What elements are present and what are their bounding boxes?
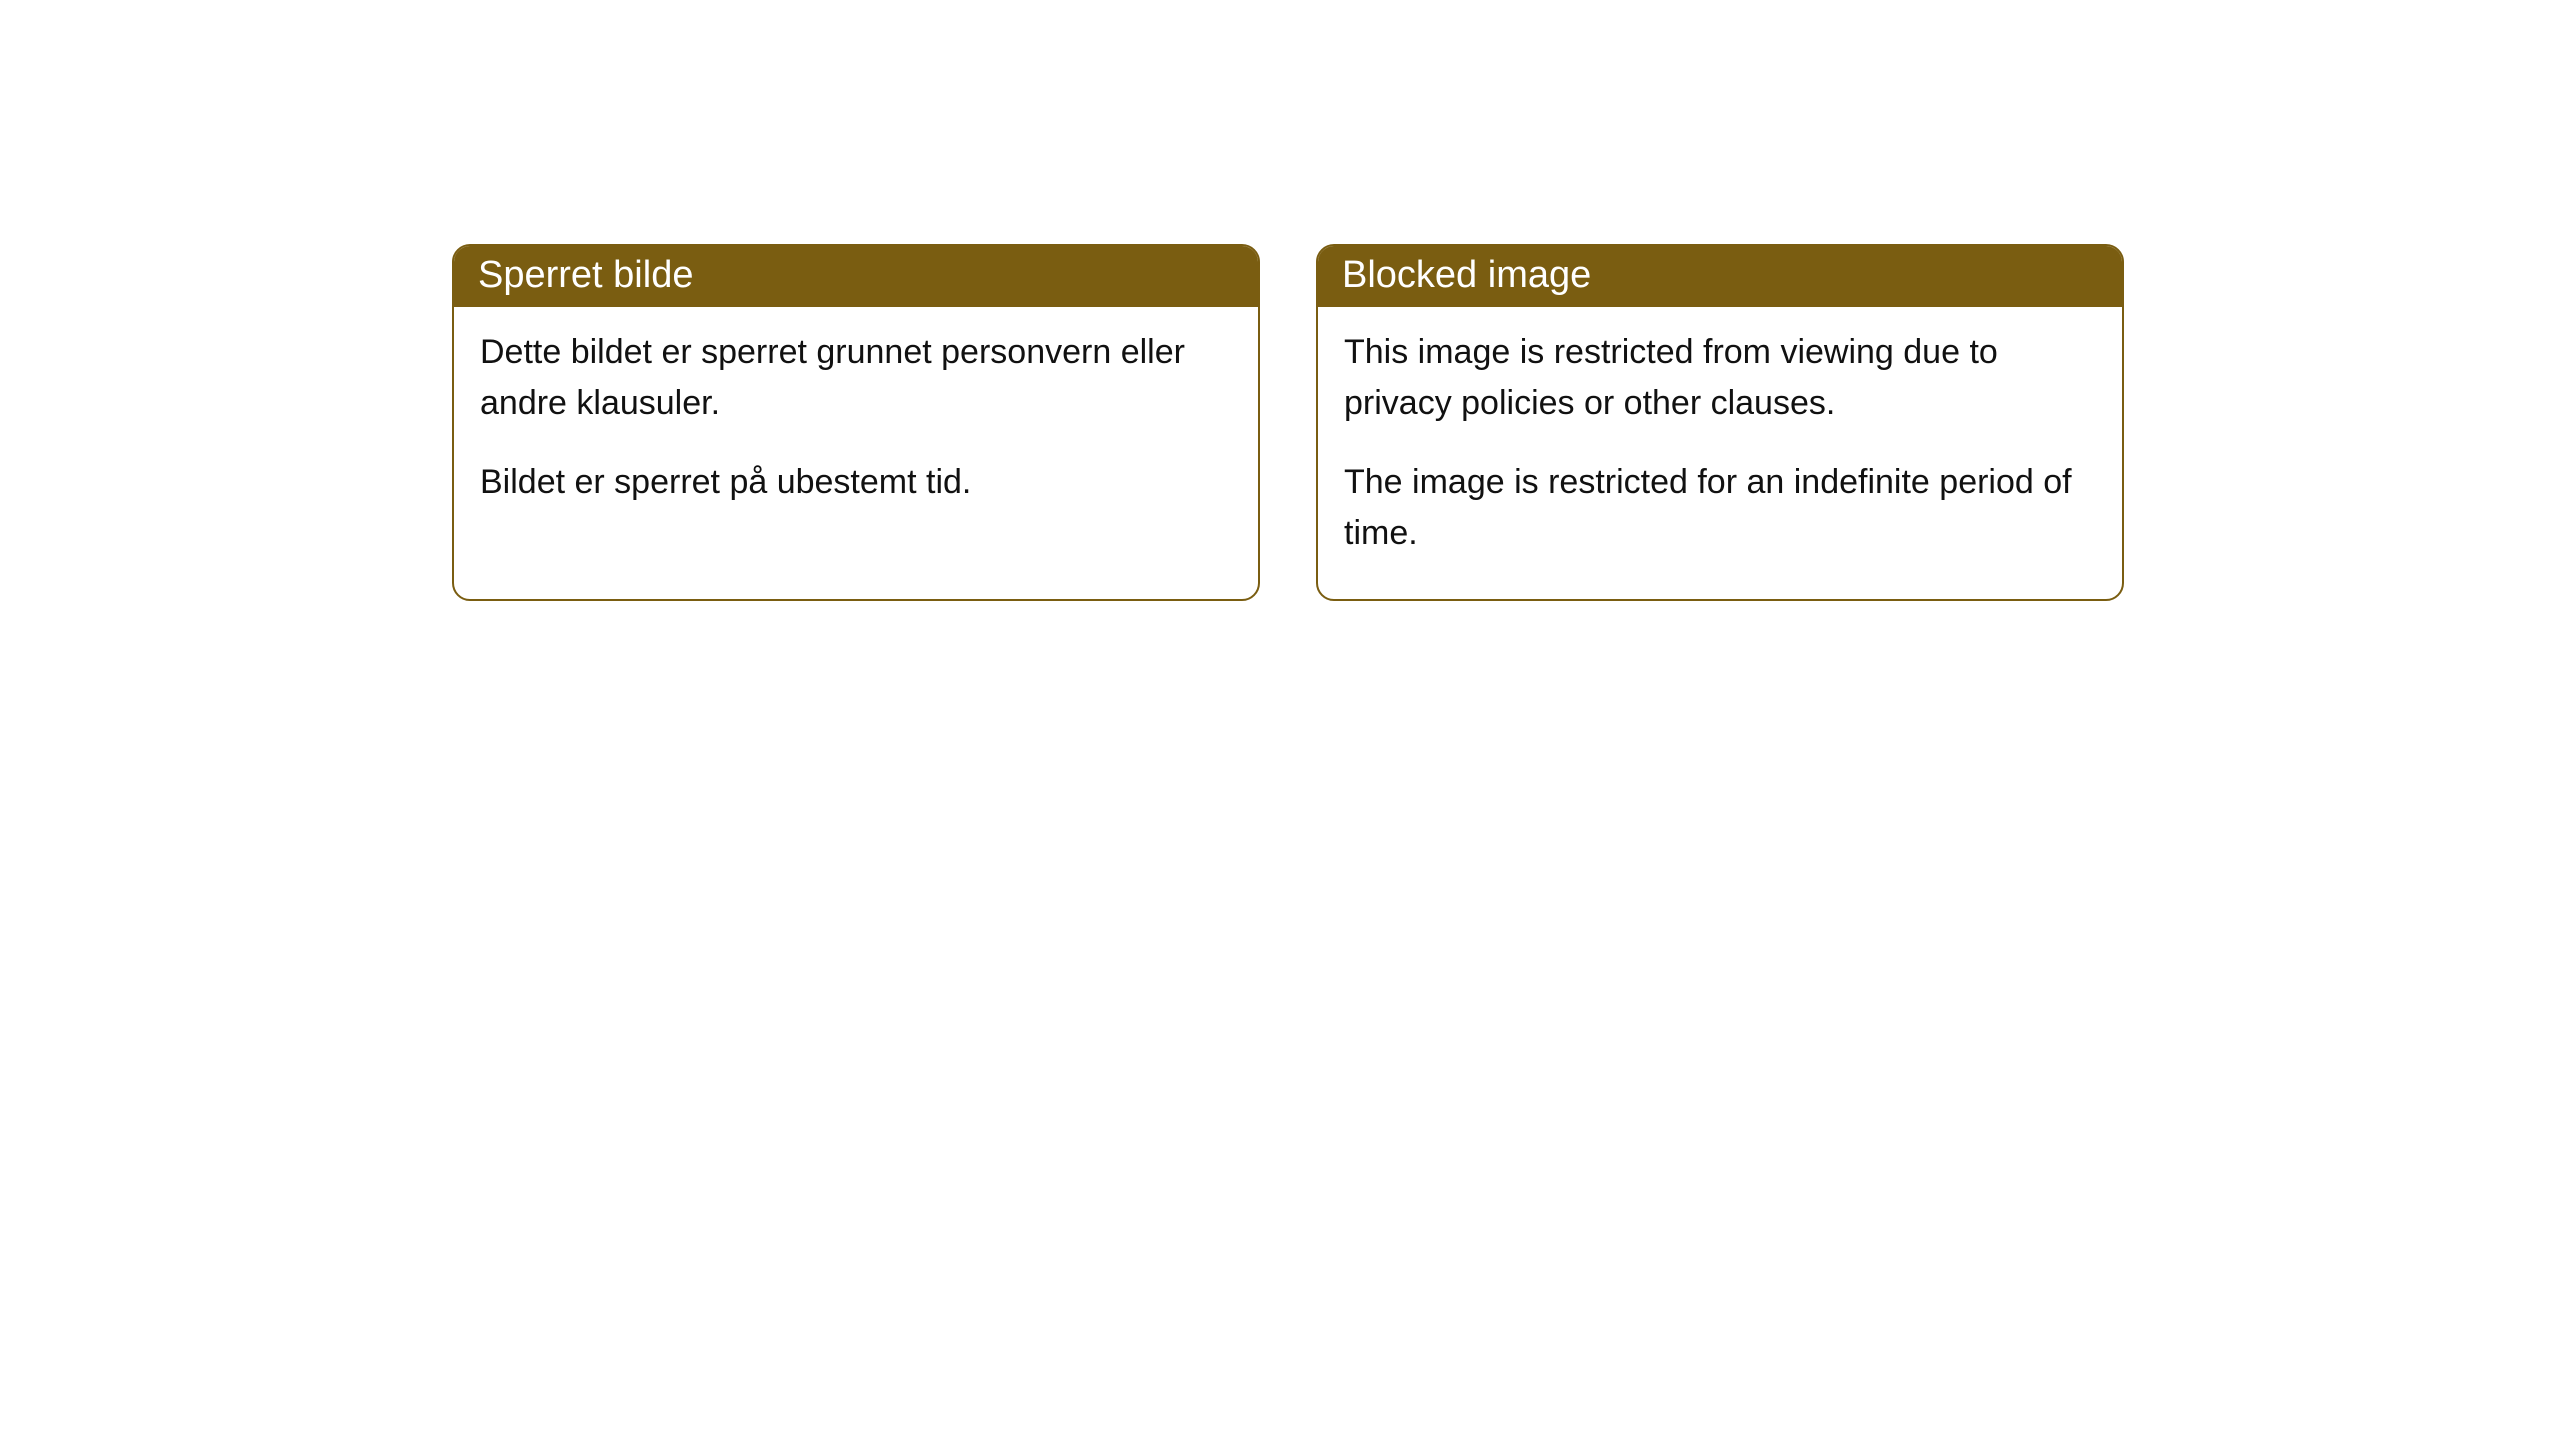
notice-title-english: Blocked image [1318, 246, 2122, 307]
notice-text-1-norwegian: Dette bildet er sperret grunnet personve… [480, 327, 1232, 429]
notice-text-2-english: The image is restricted for an indefinit… [1344, 457, 2096, 559]
notice-container: Sperret bilde Dette bildet er sperret gr… [0, 0, 2560, 601]
notice-card-norwegian: Sperret bilde Dette bildet er sperret gr… [452, 244, 1260, 601]
notice-body-norwegian: Dette bildet er sperret grunnet personve… [454, 307, 1258, 548]
notice-card-english: Blocked image This image is restricted f… [1316, 244, 2124, 601]
notice-body-english: This image is restricted from viewing du… [1318, 307, 2122, 599]
notice-title-norwegian: Sperret bilde [454, 246, 1258, 307]
notice-text-2-norwegian: Bildet er sperret på ubestemt tid. [480, 457, 1232, 508]
notice-text-1-english: This image is restricted from viewing du… [1344, 327, 2096, 429]
